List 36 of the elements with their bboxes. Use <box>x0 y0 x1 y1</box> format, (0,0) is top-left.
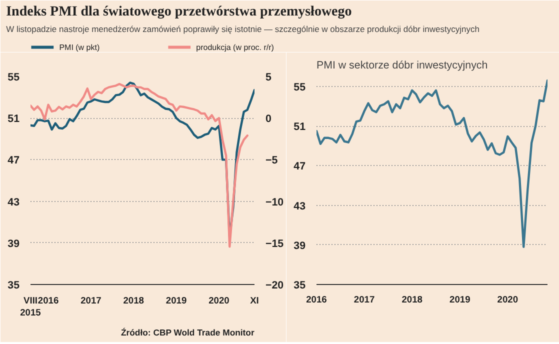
legend-label: produkcja (w proc. r/r) <box>196 42 274 52</box>
x-tick-label: 2020 <box>208 296 230 306</box>
x-tick-label: 2018 <box>402 294 422 304</box>
y2-tick-label: −20 <box>266 280 284 292</box>
y2-tick-label: 0 <box>266 113 272 126</box>
chart-title: Indeks PMI dla światowego przetwórstwa przemysłowego <box>6 4 352 20</box>
x-tick-label: 2016 <box>38 296 59 306</box>
legend-label: PMI (w pkt) <box>59 42 100 52</box>
y-tick-label: 39 <box>294 240 306 252</box>
chart-title: PMI w sektorze dóbr inwestycyjnych <box>316 60 488 72</box>
y-tick-label: 55 <box>8 72 20 84</box>
x-tick-label: 2019 <box>450 294 470 304</box>
y2-tick-label: −5 <box>266 154 278 167</box>
y-tick-label: 47 <box>294 160 306 173</box>
y-tick-label: 35 <box>294 280 306 292</box>
y-tick-label: 35 <box>8 280 20 292</box>
x-tick-label: 2017 <box>80 296 102 306</box>
y2-tick-label: −15 <box>266 238 284 250</box>
text: Źródło: CBP Wold Trade Monitor <box>120 328 255 338</box>
x-tick-label: 2016 <box>306 294 327 304</box>
x-tick-label: 2020 <box>497 294 518 304</box>
x-tick-label: XI <box>250 296 259 306</box>
y-tick-label: 51 <box>8 113 20 126</box>
x-tick-label: 2019 <box>166 296 187 306</box>
y-tick-label: 43 <box>8 196 20 208</box>
chart-subtitle: W listopadzie nastroje menedżerów zamówień poprawiły się istotnie — szczególnie w obszarze produkcji dóbr inwestycyjnych <box>6 24 480 34</box>
y-tick-label: 43 <box>294 200 306 212</box>
y2-tick-label: −10 <box>266 196 284 208</box>
x-tick-label: 2017 <box>354 294 375 304</box>
y2-tick-label: 5 <box>266 72 272 84</box>
x-tick-label: 2018 <box>123 296 144 306</box>
y-tick-label: 47 <box>8 154 20 167</box>
y-tick-label: 51 <box>294 121 306 134</box>
line-series <box>316 79 548 248</box>
y-tick-label: 39 <box>8 238 20 250</box>
y-tick-label: 55 <box>294 81 306 94</box>
